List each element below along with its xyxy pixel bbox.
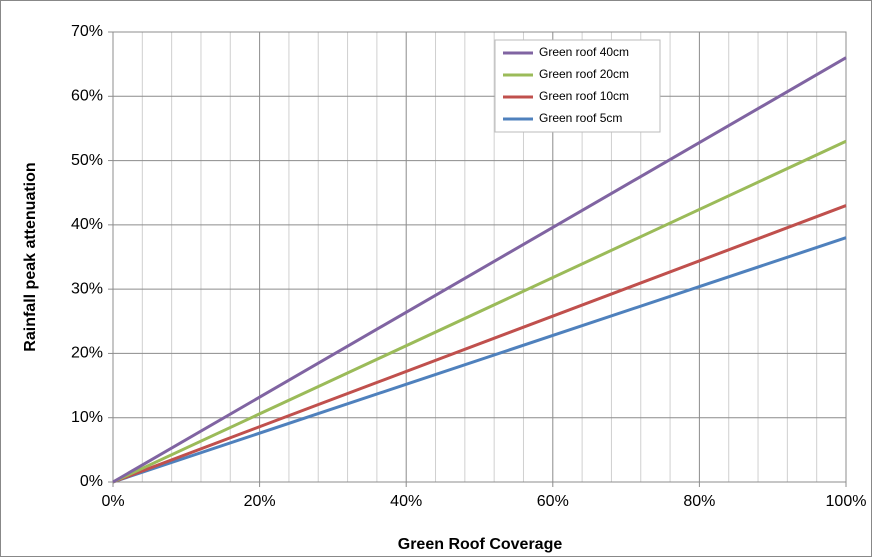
x-tick-label: 20% [244,493,276,510]
x-tick-label: 100% [826,493,867,510]
x-tick-label: 0% [101,493,124,510]
plot-area [112,31,847,483]
legend-label: Green roof 40cm [539,45,629,59]
lines [112,56,847,484]
y-tick-label: 50% [71,152,103,169]
legend-label: Green roof 20cm [539,67,629,81]
x-tick-label: 80% [683,493,715,510]
series-line [112,236,847,484]
y-tick-label: 30% [71,280,103,297]
series-line [112,56,847,484]
x-tick-label: 40% [390,493,422,510]
y-tick-label: 60% [71,88,103,105]
y-tick-label: 70% [71,23,103,40]
y-tick-label: 40% [71,216,103,233]
x-tick-label: 60% [537,493,569,510]
series-line [112,204,847,484]
legend-box [494,39,661,133]
y-tick-label: 20% [71,345,103,362]
legend-label: Green roof 5cm [539,111,622,125]
x-axis-title: Green Roof Coverage [398,536,563,553]
y-axis-title: Rainfall peak attenuation [22,162,39,351]
y-tick-label: 0% [80,473,103,490]
series-line [112,139,847,484]
y-tick-label: 10% [71,409,103,426]
legend-label: Green roof 10cm [539,89,629,103]
